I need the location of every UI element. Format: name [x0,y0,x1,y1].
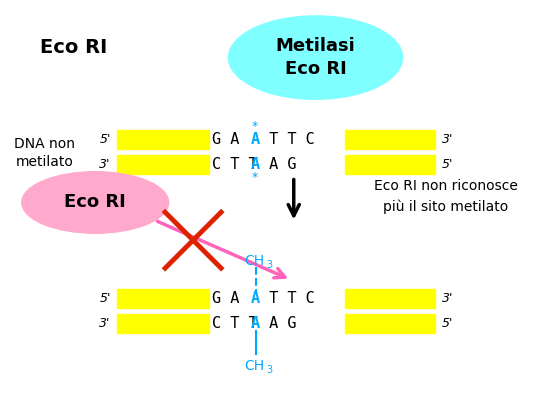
Text: Eco RI: Eco RI [40,38,107,57]
FancyBboxPatch shape [117,155,209,174]
Text: A G: A G [260,316,296,331]
Text: Metilasi
Eco RI: Metilasi Eco RI [276,37,355,78]
FancyBboxPatch shape [117,289,209,308]
Text: G A: G A [213,291,249,306]
Ellipse shape [22,172,169,233]
Text: A: A [250,291,259,306]
Ellipse shape [228,16,403,99]
Text: A: A [250,157,259,172]
FancyBboxPatch shape [345,314,435,333]
Text: *: * [251,171,258,184]
Text: A: A [250,316,259,331]
Text: 5': 5' [442,158,453,171]
Text: 3': 3' [442,292,453,305]
Text: Eco RI: Eco RI [64,193,126,212]
FancyBboxPatch shape [345,155,435,174]
Text: 3': 3' [442,133,453,146]
Text: C T T: C T T [213,157,267,172]
FancyBboxPatch shape [345,289,435,308]
Text: G A: G A [213,132,249,147]
FancyBboxPatch shape [117,130,209,149]
Text: C T T: C T T [213,316,267,331]
Text: 3: 3 [267,364,273,374]
Text: CH: CH [244,254,264,268]
FancyBboxPatch shape [345,130,435,149]
Text: *: * [251,120,258,133]
Text: 3': 3' [99,158,110,171]
Text: A: A [250,132,259,147]
Text: 3': 3' [99,317,110,330]
FancyBboxPatch shape [117,314,209,333]
Text: T T C: T T C [260,291,314,306]
Text: A G: A G [260,157,296,172]
Text: Eco RI non riconosce
più il sito metilato: Eco RI non riconosce più il sito metilat… [374,179,518,214]
Text: 5': 5' [442,317,453,330]
Text: CH: CH [244,358,264,372]
Text: 5': 5' [99,292,110,305]
Text: T T C: T T C [260,132,314,147]
Text: 3: 3 [267,260,273,270]
Text: DNA non
metilato: DNA non metilato [14,137,75,169]
Text: 5': 5' [99,133,110,146]
